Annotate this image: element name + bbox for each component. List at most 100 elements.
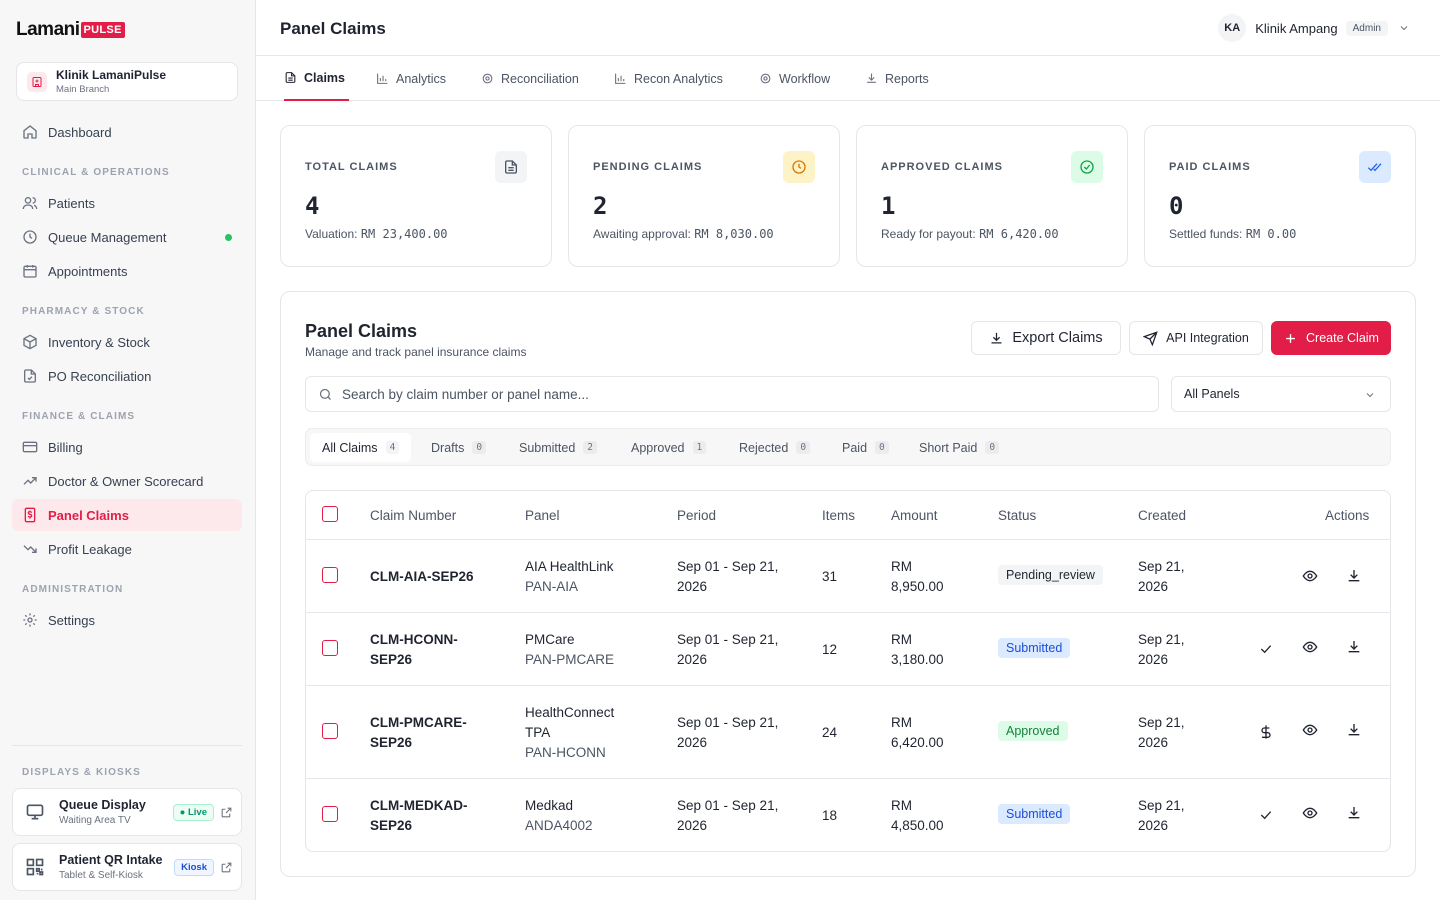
- row-checkbox[interactable]: [322, 640, 338, 656]
- api-integration-button[interactable]: API Integration: [1129, 321, 1263, 355]
- document-icon: [495, 151, 527, 183]
- monitor-icon: [26, 804, 44, 820]
- sidebar-item-profit-leakage[interactable]: Profit Leakage: [12, 533, 242, 565]
- check-icon[interactable]: [1258, 641, 1274, 657]
- download-icon[interactable]: [1346, 568, 1362, 584]
- amount-cell: RM 6,420.00: [891, 714, 944, 750]
- tab-claims[interactable]: Claims: [284, 56, 349, 101]
- dollar-icon[interactable]: [1258, 724, 1274, 740]
- filter-short-paid[interactable]: Short Paid 0: [907, 433, 1011, 462]
- stat-sub: Awaiting approval: RM 8,030.00: [593, 227, 774, 241]
- column-header[interactable]: Items: [822, 507, 856, 523]
- stat-label: APPROVED CLAIMS: [881, 161, 1003, 173]
- hospital-icon: [27, 71, 47, 92]
- filter-submitted[interactable]: Submitted 2: [507, 433, 609, 462]
- tab-bar: Claims Analytics Reconciliation Recon An…: [256, 56, 1440, 101]
- column-header[interactable]: Panel: [525, 507, 560, 523]
- table-row[interactable]: CLM-HCONN- SEP26 PMCare PAN-PMCARE Sep 01 …: [306, 612, 1390, 685]
- eye-icon[interactable]: [1302, 639, 1318, 655]
- claim-number: CLM-AIA-SEP26: [370, 568, 474, 584]
- eye-icon[interactable]: [1302, 722, 1318, 738]
- external-link-icon[interactable]: [220, 861, 233, 874]
- gear-icon: [23, 613, 37, 627]
- sidebar-item-scorecard[interactable]: Doctor & Owner Scorecard: [12, 465, 242, 497]
- sidebar-item-panel-claims[interactable]: Panel Claims: [12, 499, 242, 531]
- tab-recon-analytics[interactable]: Recon Analytics: [614, 56, 723, 101]
- panel-cell: AIA HealthLink PAN-AIA: [525, 558, 614, 594]
- trending-down-icon: [23, 545, 37, 553]
- column-header[interactable]: Status: [998, 507, 1037, 523]
- claim-number: CLM-PMCARE- SEP26: [370, 714, 467, 750]
- user-menu[interactable]: KA Klinik Ampang Admin: [1218, 14, 1410, 42]
- kiosk-patient-qr-intake[interactable]: Patient QR Intake Tablet & Self-Kiosk Ki…: [12, 843, 242, 891]
- download-icon[interactable]: [1346, 722, 1362, 738]
- sidebar-item-dashboard[interactable]: Dashboard: [12, 116, 242, 148]
- sidebar-item-settings[interactable]: Settings: [12, 604, 242, 636]
- filter-all-claims[interactable]: All Claims 4: [310, 433, 412, 462]
- kiosk-sub: Tablet & Self-Kiosk: [59, 870, 143, 881]
- filter-approved[interactable]: Approved 1: [619, 433, 718, 462]
- kiosk-queue-display[interactable]: Queue Display Waiting Area TV ● Live: [12, 788, 242, 836]
- panel-cell: HealthConnect TPA PAN-HCONN: [525, 704, 615, 760]
- status-badge: Approved: [998, 721, 1068, 741]
- eye-icon[interactable]: [1302, 568, 1318, 584]
- plus-icon: [1286, 333, 1295, 343]
- package-icon: [23, 334, 37, 350]
- branch-switcher[interactable]: Klinik LamaniPulse Main Branch: [16, 62, 238, 101]
- row-checkbox[interactable]: [322, 806, 338, 822]
- amount-cell: RM 4,850.00: [891, 797, 944, 833]
- sidebar-item-billing[interactable]: Billing: [12, 431, 242, 463]
- eye-icon[interactable]: [1302, 805, 1318, 821]
- sidebar-item-label: PO Reconciliation: [48, 368, 152, 384]
- status-badge: Submitted: [998, 804, 1071, 824]
- check-circle-icon: [1071, 151, 1103, 183]
- sidebar-item-patients[interactable]: Patients: [12, 187, 242, 219]
- stat-value: 4: [305, 192, 320, 220]
- download-icon[interactable]: [1346, 639, 1362, 655]
- send-icon: [1143, 330, 1158, 346]
- section-label-pharmacy: PHARMACY & STOCK: [22, 306, 145, 317]
- sidebar-item-po-reconciliation[interactable]: PO Reconciliation: [12, 360, 242, 392]
- column-header[interactable]: Created: [1138, 507, 1187, 523]
- items-cell: 18: [822, 807, 838, 823]
- sidebar-divider: [12, 745, 242, 746]
- column-header[interactable]: Period: [677, 507, 717, 523]
- stat-sub: Ready for payout: RM 6,420.00: [881, 227, 1059, 241]
- filter-paid[interactable]: Paid 0: [830, 433, 901, 462]
- tab-analytics[interactable]: Analytics: [376, 56, 446, 101]
- table-row[interactable]: CLM-PMCARE- SEP26 HealthConnect TPA PAN-HCO…: [306, 685, 1390, 778]
- stat-card-total-claims: TOTAL CLAIMS 4 Valuation: RM 23,400.00: [280, 125, 552, 267]
- sidebar-item-inventory[interactable]: Inventory & Stock: [12, 326, 242, 358]
- row-checkbox[interactable]: [322, 723, 338, 739]
- sidebar-item-label: Billing: [48, 439, 83, 455]
- panel-filter-select[interactable]: All Panels: [1171, 376, 1391, 412]
- tab-reconciliation[interactable]: Reconciliation: [481, 56, 579, 101]
- tab-reports[interactable]: Reports: [865, 56, 929, 101]
- sidebar-item-queue[interactable]: Queue Management: [12, 221, 242, 253]
- row-checkbox[interactable]: [322, 567, 338, 583]
- download-icon[interactable]: [1346, 805, 1362, 821]
- status-badge: Submitted: [998, 638, 1071, 658]
- check-icon[interactable]: [1258, 807, 1274, 823]
- sidebar-item-appointments[interactable]: Appointments: [12, 255, 242, 287]
- external-link-icon[interactable]: [220, 806, 233, 819]
- top-header: Panel Claims KA Klinik Ampang Admin: [256, 0, 1440, 56]
- filter-rejected[interactable]: Rejected 0: [727, 433, 822, 462]
- column-header[interactable]: Amount: [891, 507, 938, 523]
- select-all-checkbox[interactable]: [322, 506, 338, 522]
- created-cell: Sep 21, 2026: [1138, 714, 1185, 750]
- search-input[interactable]: [342, 386, 1122, 402]
- column-header[interactable]: Claim Number: [370, 507, 457, 523]
- sidebar: Lamani PULSE Klinik LamaniPulse Main Bra…: [0, 0, 256, 900]
- claim-number: CLM-HCONN- SEP26: [370, 631, 458, 667]
- create-claim-button[interactable]: Create Claim: [1271, 321, 1391, 355]
- app-logo[interactable]: Lamani PULSE: [16, 19, 125, 41]
- export-claims-button[interactable]: Export Claims: [971, 321, 1121, 355]
- claims-table: Claim Number Panel Period Items Amount S…: [305, 490, 1391, 852]
- filter-drafts[interactable]: Drafts 0: [419, 433, 498, 462]
- stat-value: 2: [593, 192, 608, 220]
- table-row[interactable]: CLM-AIA-SEP26 AIA HealthLink PAN-AIA Sep …: [306, 539, 1390, 612]
- stat-card-pending-claims: PENDING CLAIMS 2 Awaiting approval: RM 8…: [568, 125, 840, 267]
- tab-workflow[interactable]: Workflow: [759, 56, 830, 101]
- table-row[interactable]: CLM-MEDKAD- SEP26 Medkad ANDA4002 Sep 01 -…: [306, 778, 1390, 851]
